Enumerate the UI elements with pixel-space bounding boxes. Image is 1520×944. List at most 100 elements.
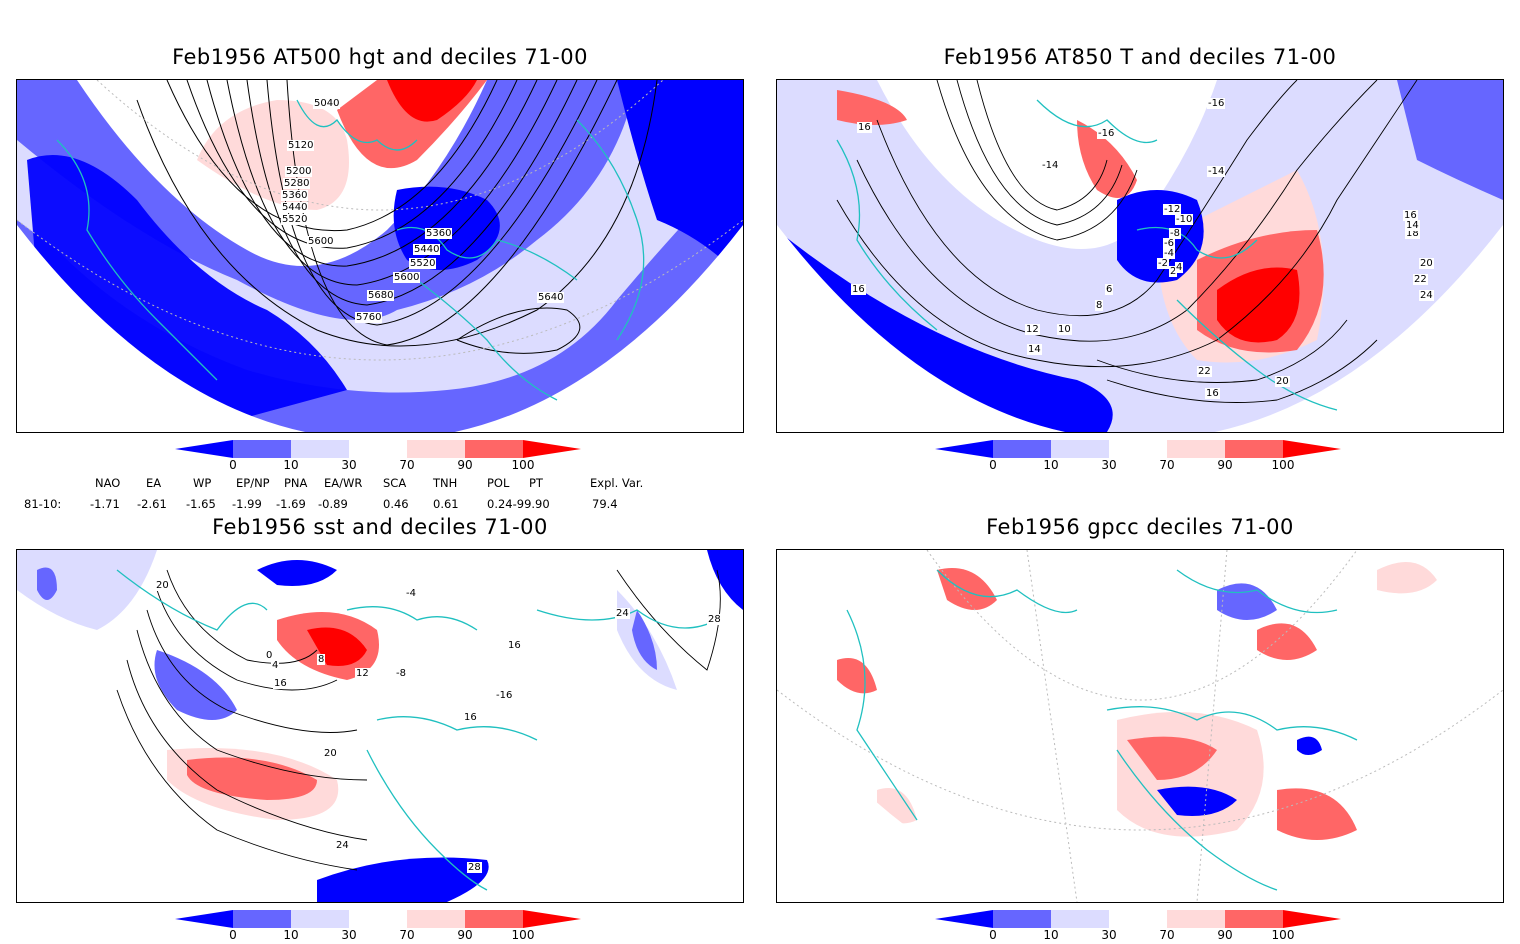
index-value: -1.65 [186,497,216,511]
colorbar-segment [1283,440,1341,458]
contour-label: 16 [1403,210,1418,221]
colorbar-tick-label: 100 [511,458,535,472]
coastlines [56,99,645,401]
index-header: EA [146,476,162,490]
contour-label: 24 [1419,290,1434,301]
colorbar-segment [1225,910,1283,928]
index-header: PNA [284,476,308,490]
colorbar-segment [993,910,1051,928]
index-value: -1.69 [276,497,306,511]
contour-label: -16 [1207,98,1226,109]
contour-label: 24 [335,840,350,851]
colorbar-hgt500: 0 10 30 70 90 100 [175,440,595,474]
contour-label: 8 [317,654,326,665]
colorbar-tick-label: 90 [457,928,473,942]
contour-label: 28 [707,614,722,625]
index-value: 0.24-99.90 [487,497,550,511]
index-value: -0.89 [318,497,348,511]
colorbar-tick-label: 30 [1101,458,1117,472]
index-value: -2.61 [137,497,167,511]
coastlines [846,569,1358,891]
contour-label: -10 [1175,214,1194,225]
colorbar-tick-label: 10 [283,928,299,942]
contour-label: -14 [1041,160,1060,171]
contour-label: 5760 [355,312,383,323]
contour-label: 5280 [283,178,311,189]
contour-label: 28 [467,862,482,873]
contours-sst [116,569,721,871]
colorbar-segment [993,440,1051,458]
colorbar-segment [233,910,291,928]
contour-label: 5360 [425,228,453,239]
colorbar-tick-label: 10 [1043,928,1059,942]
contour-label: 22 [1197,366,1212,377]
index-header: EP/NP [236,476,270,490]
contour-label: 20 [155,580,170,591]
map-panel-gpcc [776,549,1504,903]
contour-label: -12 [1163,204,1182,215]
contour-label: 0 [265,650,274,661]
contour-label: 4 [1175,262,1184,273]
colorbar-tick-label: 70 [399,458,415,472]
contour-label: 12 [355,668,370,679]
colorbar-segment [523,440,581,458]
map-panel-t850: -16 -16 16 -14 -14 -12 -10 -8 -6 -4 -2 2 4 6 8 10 12 14 16… [776,79,1504,433]
contour-label: -8 [395,668,407,679]
colorbar-tick-label: 30 [341,928,357,942]
colorbar-sst: 0 10 30 70 90 100 [175,910,595,944]
contour-label: 10 [1057,324,1072,335]
index-value: 0.61 [433,497,459,511]
index-header: EA/WR [324,476,363,490]
contour-label: 14 [1027,344,1042,355]
colorbar-segment [1109,440,1167,458]
colorbar-segment [465,910,523,928]
contour-label: -4 [1163,248,1175,259]
contour-label: 4 [271,660,280,671]
colorbar-swatches [175,440,581,458]
contour-label: 8 [1095,300,1104,311]
colorbar-segment [349,440,407,458]
colorbar-tick-label: 0 [229,928,237,942]
colorbar-tick-label: 30 [1101,928,1117,942]
contour-label: 5600 [393,272,421,283]
colorbar-segment [935,910,993,928]
graticule [17,80,743,361]
contour-label: 5360 [281,190,309,201]
contour-label: 5600 [307,236,335,247]
contour-label: 16 [1205,388,1220,399]
contour-label: 18 [1405,228,1420,239]
colorbar-segment [233,440,291,458]
colorbar-segment [291,910,349,928]
colorbar-segment [291,440,349,458]
colorbar-tick-label: 100 [511,928,535,942]
contour-label: 16 [857,122,872,133]
map-gpcc [777,550,1503,902]
colorbar-tick-label: 90 [1217,458,1233,472]
colorbar-segment [1283,910,1341,928]
map-t850 [777,80,1503,432]
index-header: PT [529,476,543,490]
contour-label: 22 [1413,274,1428,285]
colorbar-tick-label: 70 [399,928,415,942]
colorbar-segment [349,910,407,928]
index-value: -1.71 [90,497,120,511]
contour-label: 16 [463,712,478,723]
contour-label: 16 [507,640,522,651]
colorbar-tick-label: 90 [457,458,473,472]
index-header: TNH [433,476,458,490]
contour-label: -16 [1097,128,1116,139]
contour-label: 20 [1275,376,1290,387]
index-header: SCA [383,476,407,490]
index-header: WP [193,476,212,490]
contour-label: 24 [615,608,630,619]
fill-deep-red [387,80,477,122]
coastlines [836,99,1338,411]
index-value: 0.46 [383,497,409,511]
colorbar-tick-label: 0 [989,458,997,472]
colorbar-segment [935,440,993,458]
contour-label: 6 [1105,284,1114,295]
contour-label: 2 [1169,266,1178,277]
index-row-label: 81-10: [24,497,62,511]
colorbar-segment [175,910,233,928]
contour-label: 5520 [281,214,309,225]
